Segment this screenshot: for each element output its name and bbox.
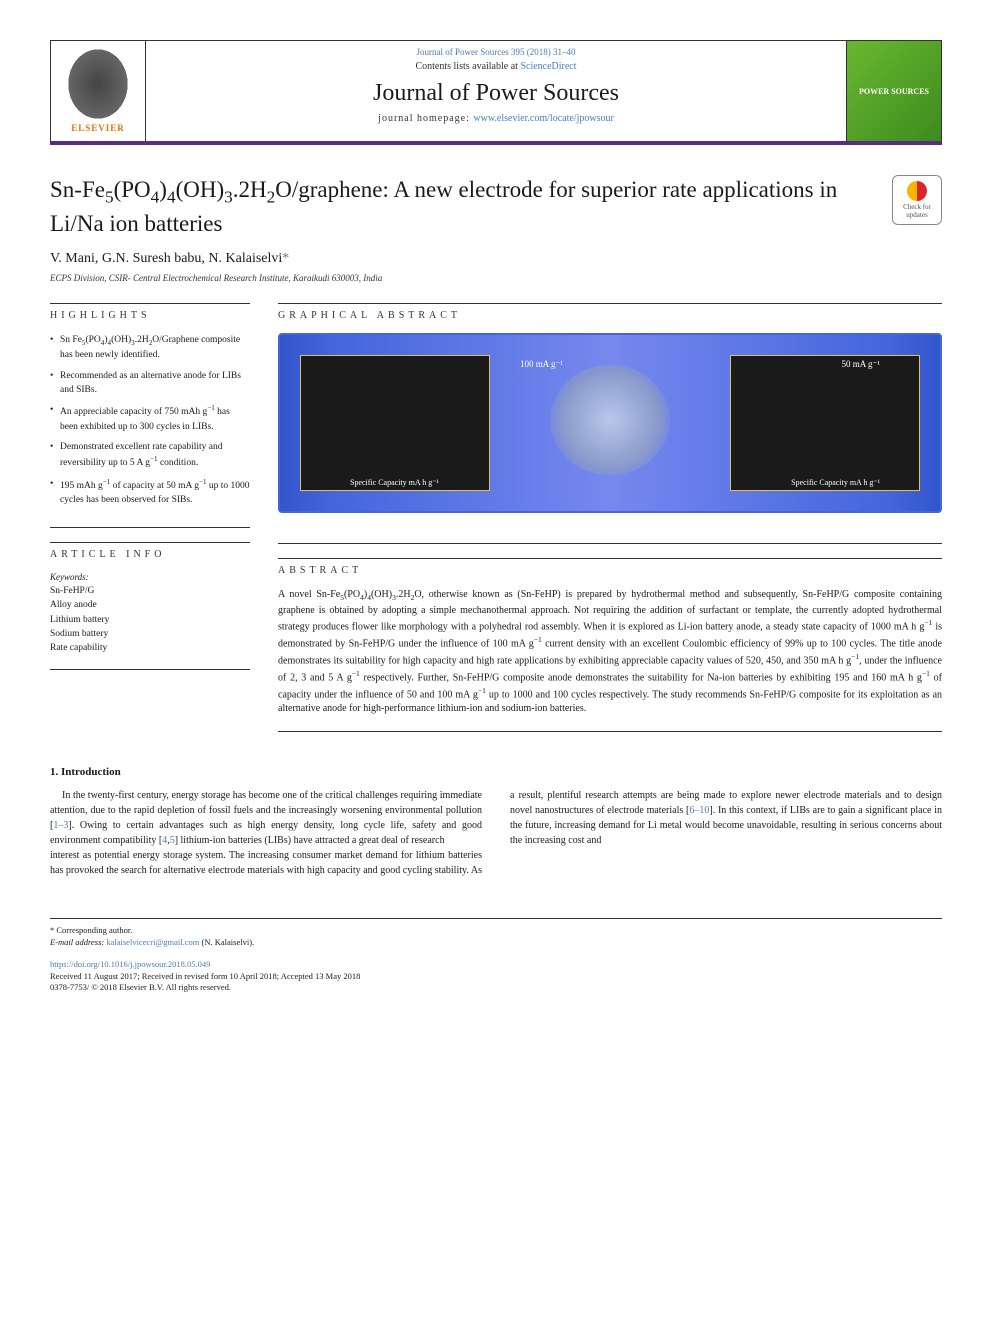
graphical-abstract-image: 100 mA g⁻¹ 50 mA g⁻¹ Specific Capacity m… [278, 333, 942, 513]
journal-homepage-line: journal homepage: www.elsevier.com/locat… [378, 113, 614, 124]
footnotes: * Corresponding author. E-mail address: … [50, 918, 942, 949]
highlight-item: Demonstrated excellent rate capability a… [50, 440, 250, 471]
publisher-label: ELSEVIER [71, 123, 125, 133]
abstract-label: ABSTRACT [278, 558, 942, 576]
intro-heading: 1. Introduction [50, 766, 942, 778]
abstract-text: A novel Sn-Fe5(PO4)4(OH)3.2H2O, otherwis… [278, 588, 942, 732]
email-line: E-mail address: kalaiselvicecri@gmail.co… [50, 937, 942, 949]
keywords-list: Sn-FeHP/GAlloy anodeLithium batterySodiu… [50, 584, 250, 655]
publisher-logo: ELSEVIER [51, 41, 146, 141]
journal-reference[interactable]: Journal of Power Sources 395 (2018) 31–4… [417, 47, 576, 57]
ga-left-rate-label: 100 mA g⁻¹ [520, 359, 563, 370]
ga-right-rate-label: 50 mA g⁻¹ [842, 359, 880, 370]
article-history: Received 11 August 2017; Received in rev… [50, 971, 942, 983]
journal-header: ELSEVIER Journal of Power Sources 395 (2… [50, 40, 942, 145]
keywords-label: Keywords: [50, 572, 250, 582]
sciencedirect-link[interactable]: ScienceDirect [520, 61, 576, 72]
elsevier-tree-icon [68, 49, 128, 119]
keyword-item: Lithium battery [50, 613, 250, 627]
doi-link[interactable]: https://doi.org/10.1016/j.jpowsour.2018.… [50, 959, 942, 971]
article-info-block: Keywords: Sn-FeHP/GAlloy anodeLithium ba… [50, 572, 250, 670]
highlights-block: Sn Fe5(PO4)4(OH)3.2H2O/Graphene composit… [50, 333, 250, 528]
journal-homepage-link[interactable]: www.elsevier.com/locate/jpowsour [473, 113, 613, 124]
intro-paragraph: In the twenty-first century, energy stor… [50, 788, 482, 848]
doi-block: https://doi.org/10.1016/j.jpowsour.2018.… [50, 959, 942, 995]
ga-center-illustration [550, 365, 670, 475]
ga-left-panel [300, 355, 490, 491]
keyword-item: Rate capability [50, 641, 250, 655]
highlight-item: An appreciable capacity of 750 mAh g−1 h… [50, 403, 250, 434]
keyword-item: Alloy anode [50, 598, 250, 612]
corresponding-author-note: * Corresponding author. [50, 925, 942, 937]
ga-left-xaxis: Specific Capacity mA h g⁻¹ [350, 478, 439, 487]
journal-title: Journal of Power Sources [373, 80, 619, 107]
article-info-label: ARTICLE INFO [50, 542, 250, 560]
graphical-abstract-label: GRAPHICAL ABSTRACT [278, 303, 942, 321]
article-title: Sn-Fe5(PO4)4(OH)3.2H2O/graphene: A new e… [50, 175, 872, 239]
affiliation: ECPS Division, CSIR- Central Electrochem… [50, 273, 942, 283]
keyword-item: Sn-FeHP/G [50, 584, 250, 598]
authors-line: V. Mani, G.N. Suresh babu, N. Kalaiselvi… [50, 251, 942, 267]
ga-right-xaxis: Specific Capacity mA h g⁻¹ [791, 478, 880, 487]
contents-available-line: Contents lists available at ScienceDirec… [415, 61, 576, 72]
highlight-item: Recommended as an alternative anode for … [50, 369, 250, 398]
highlight-item: Sn Fe5(PO4)4(OH)3.2H2O/Graphene composit… [50, 333, 250, 363]
highlight-item: 195 mAh g−1 of capacity at 50 mA g−1 up … [50, 477, 250, 508]
highlights-list: Sn Fe5(PO4)4(OH)3.2H2O/Graphene composit… [50, 333, 250, 507]
corresponding-email-link[interactable]: kalaiselvicecri@gmail.com [106, 937, 199, 947]
issn-copyright: 0378-7753/ © 2018 Elsevier B.V. All righ… [50, 982, 942, 994]
crossmark-icon [907, 181, 927, 201]
crossmark-badge[interactable]: Check for updates [892, 175, 942, 225]
journal-cover-thumbnail: POWER SOURCES [846, 41, 941, 141]
intro-body: In the twenty-first century, energy stor… [50, 788, 942, 878]
ga-right-panel [730, 355, 920, 491]
keyword-item: Sodium battery [50, 627, 250, 641]
highlights-label: HIGHLIGHTS [50, 303, 250, 321]
